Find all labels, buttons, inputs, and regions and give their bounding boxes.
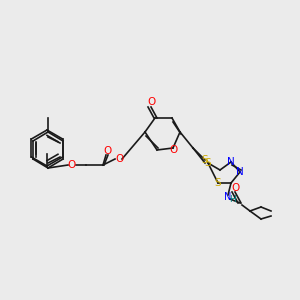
Text: S: S [205,158,211,168]
Text: N: N [227,157,235,167]
Text: O: O [147,97,155,107]
Text: O: O [232,183,240,193]
Text: O: O [115,154,123,164]
Text: S: S [202,155,208,165]
Text: H: H [230,196,236,205]
Text: O: O [169,145,177,155]
Text: N: N [236,167,244,177]
Text: N: N [224,192,232,202]
Text: O: O [104,146,112,156]
Text: S: S [215,178,221,188]
Text: O: O [68,160,76,170]
